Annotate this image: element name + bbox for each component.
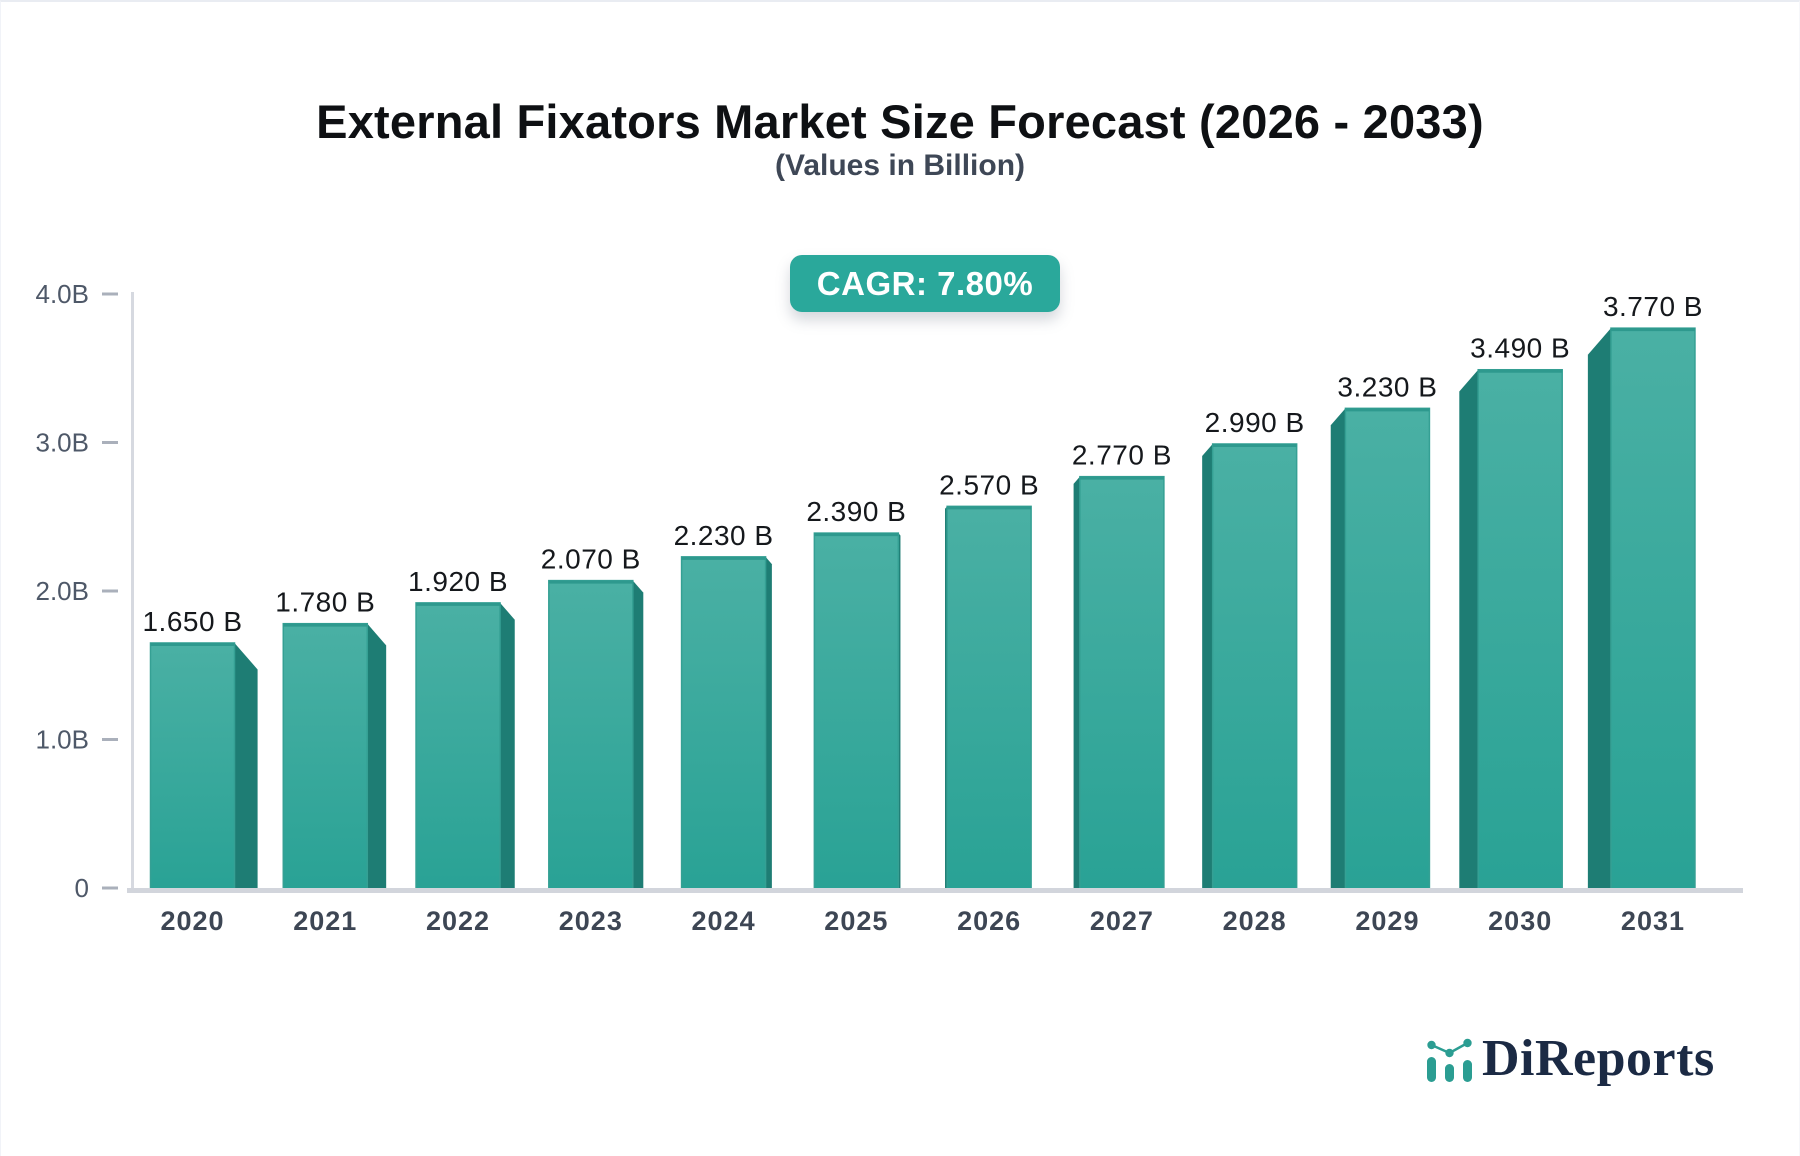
- bar-side-face: [1073, 476, 1080, 890]
- x-axis-label: 2022: [426, 906, 490, 936]
- x-axis-label: 2028: [1223, 906, 1287, 936]
- bar-value-label: 2.230 B: [674, 520, 774, 551]
- y-tick-label: 1.0B: [36, 725, 90, 755]
- x-axis-label: 2026: [957, 906, 1021, 936]
- x-axis-label: 2027: [1090, 906, 1154, 936]
- chart-title: External Fixators Market Size Forecast (…: [316, 95, 1484, 148]
- logo-bar: [1463, 1060, 1472, 1082]
- bar-front-face: [813, 532, 900, 891]
- bar-front-face: [548, 579, 634, 891]
- bar-side-face: [765, 556, 772, 890]
- bar-side-face: [632, 580, 644, 890]
- bar-side-face: [1330, 408, 1346, 890]
- bar-front-face: [149, 642, 236, 891]
- logo-dot: [1445, 1048, 1454, 1058]
- y-tick-label: 2.0B: [36, 576, 90, 606]
- logo-dot: [1463, 1038, 1472, 1048]
- bar-value-label: 1.780 B: [275, 587, 375, 618]
- bar-front-face: [1344, 407, 1431, 891]
- mini-bar-chart-icon: [1427, 1038, 1472, 1082]
- logo-bar: [1445, 1064, 1454, 1082]
- bar-value-label: 1.650 B: [142, 606, 242, 637]
- bar-value-label: 2.390 B: [806, 496, 906, 527]
- bar-value-label: 3.490 B: [1470, 333, 1570, 364]
- x-axis-label: 2025: [824, 906, 888, 936]
- bar-front-face: [680, 556, 767, 891]
- bar-side-face: [1202, 443, 1213, 890]
- y-tick-label: 3.0B: [36, 428, 90, 458]
- bar-value-label: 2.990 B: [1205, 407, 1305, 438]
- bar-side-face: [234, 642, 258, 890]
- bar-front-face: [1211, 443, 1298, 891]
- cagr-badge-label: CAGR: 7.80%: [816, 264, 1034, 302]
- logo-bar: [1427, 1057, 1436, 1082]
- brand-name: DiReports: [1482, 1030, 1715, 1087]
- y-tick-label: 4.0B: [36, 279, 90, 309]
- bar-value-label: 1.920 B: [408, 566, 508, 597]
- y-tick-label: 0: [75, 873, 89, 903]
- bar-value-label: 2.570 B: [939, 469, 1039, 500]
- logo-dot: [1427, 1040, 1436, 1050]
- bar-value-label: 2.070 B: [541, 544, 641, 575]
- chart-subtitle: (Values in Billion): [774, 149, 1026, 182]
- bar-front-face: [1079, 475, 1165, 891]
- bar-value-label: 3.770 B: [1603, 291, 1703, 322]
- x-axis-label: 2024: [692, 906, 756, 936]
- bar-side-face: [367, 623, 387, 890]
- bar-front-face: [946, 505, 1032, 891]
- bar-side-face: [1587, 328, 1611, 890]
- x-axis-label: 2020: [160, 906, 224, 936]
- bar-front-face: [1610, 327, 1696, 891]
- bar-side-face: [1459, 369, 1479, 890]
- bar-front-face: [282, 622, 369, 891]
- x-axis-label: 2029: [1355, 906, 1419, 936]
- bar-side-face: [500, 602, 515, 890]
- x-axis-label: 2023: [559, 906, 623, 936]
- bar-front-face: [415, 602, 501, 891]
- brand-logo: DiReports: [1425, 1030, 1715, 1087]
- bar-value-label: 2.770 B: [1072, 440, 1172, 471]
- x-axis-label: 2021: [293, 906, 357, 936]
- x-axis-label: 2030: [1488, 906, 1552, 936]
- x-axis-label: 2031: [1621, 906, 1685, 936]
- cagr-badge: CAGR: 7.80%: [790, 255, 1060, 312]
- bar-value-label: 3.230 B: [1337, 371, 1437, 402]
- bar-front-face: [1477, 368, 1563, 891]
